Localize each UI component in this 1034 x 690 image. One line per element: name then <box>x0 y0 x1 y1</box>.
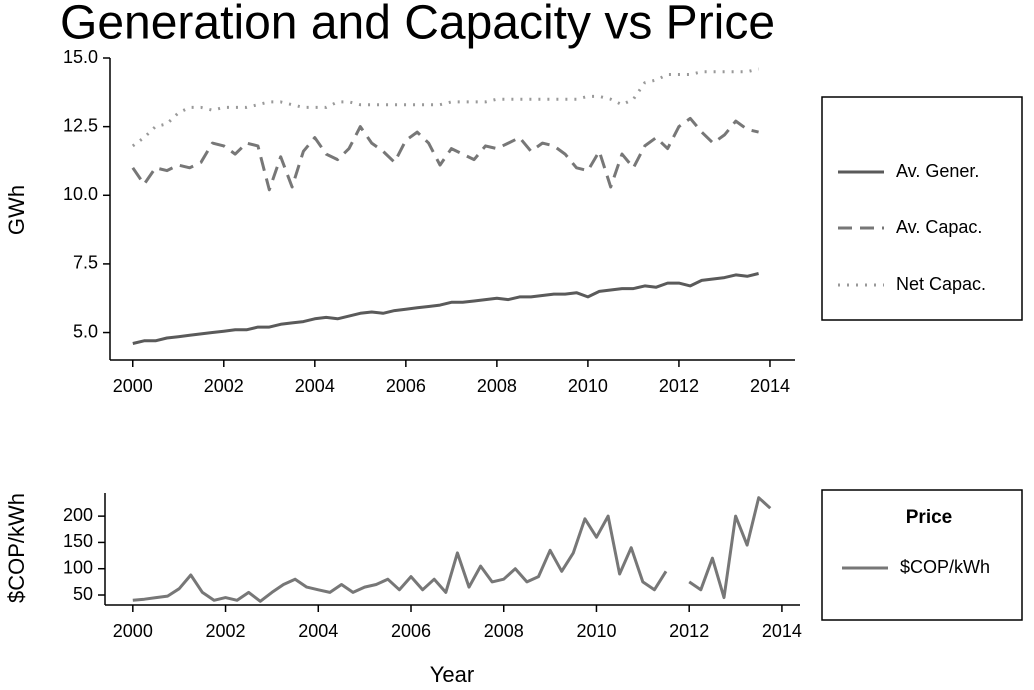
series-line <box>131 116 759 192</box>
x-tick-label: 2004 <box>298 621 338 641</box>
y-tick-label: 10.0 <box>63 184 98 204</box>
chart-title: Generation and Capacity vs Price <box>60 0 775 50</box>
series-line <box>132 272 759 345</box>
x-tick-label: 2010 <box>576 621 616 641</box>
y-tick-label: 150 <box>63 531 93 551</box>
legend-box <box>821 489 1023 621</box>
x-tick-label: 2006 <box>391 621 431 641</box>
x-tick-label: 2014 <box>762 621 802 641</box>
x-tick-label: 2010 <box>568 376 608 396</box>
x-tick-label: 2012 <box>659 376 699 396</box>
x-tick-label: 2000 <box>113 376 153 396</box>
x-tick-label: 2006 <box>386 376 426 396</box>
x-tick-label: 2014 <box>750 376 790 396</box>
y-axis-label: GWh <box>4 185 29 235</box>
x-tick-label: 2012 <box>669 621 709 641</box>
y-tick-label: 100 <box>63 557 93 577</box>
legend-label: Av. Capac. <box>896 217 982 237</box>
y-tick-label: 5.0 <box>73 321 98 341</box>
legend-label: $COP/kWh <box>900 557 990 577</box>
y-tick-label: 50 <box>73 584 93 604</box>
y-tick-label: 12.5 <box>63 115 98 135</box>
x-tick-label: 2002 <box>204 376 244 396</box>
legend-box <box>821 96 1023 321</box>
x-tick-label: 2004 <box>295 376 335 396</box>
x-tick-label: 2002 <box>206 621 246 641</box>
x-tick-label: 2008 <box>484 621 524 641</box>
x-axis-label: Year <box>430 662 474 687</box>
x-tick-label: 2008 <box>477 376 517 396</box>
x-tick-label: 2000 <box>113 621 153 641</box>
series-line <box>131 67 759 148</box>
y-axis-label: $COP/kWh <box>4 493 29 603</box>
y-tick-label: 15.0 <box>63 47 98 67</box>
legend-title: Price <box>906 507 952 528</box>
legend-label: Av. Gener. <box>896 161 979 181</box>
legend-label: Net Capac. <box>896 274 986 294</box>
y-tick-label: 7.5 <box>73 253 98 273</box>
series-line <box>132 496 772 603</box>
y-tick-label: 200 <box>63 505 93 525</box>
